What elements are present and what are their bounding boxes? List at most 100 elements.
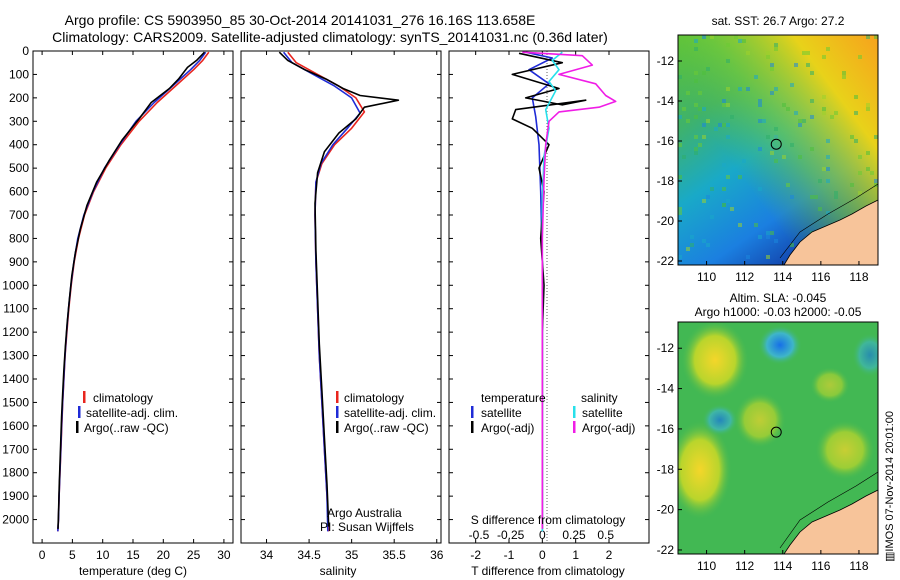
sst-pixel	[770, 151, 774, 155]
sst-pixel	[714, 127, 718, 131]
x-tick-label: 2	[606, 548, 613, 562]
y-tick-label: 1600	[2, 419, 29, 433]
sla-high-anomaly-4	[815, 420, 875, 480]
sst-pixel	[822, 111, 826, 115]
temperature-xlabel: temperature (deg C)	[79, 564, 187, 578]
sst-pixel	[758, 147, 762, 151]
sst-pixel	[694, 115, 698, 119]
sst-pixel	[774, 43, 778, 47]
dleg-swatch-t-argo	[471, 421, 474, 433]
series-line	[511, 52, 587, 529]
sst-pixel	[782, 155, 786, 159]
temperature-y-ticks: 0 100 200 300 400 500 600 700 800 900 1000 1100 1200…	[2, 44, 233, 527]
map-y-tick-label: -20	[657, 214, 675, 228]
sst-pixel	[726, 123, 730, 127]
map-y-tick-label: -14	[657, 382, 675, 396]
sst-pixel	[858, 191, 862, 195]
sst-pixel	[834, 191, 838, 195]
sst-pixel	[766, 255, 770, 259]
sst-pixel	[682, 155, 686, 159]
sst-pixel	[694, 135, 698, 139]
y-tick-label: 1700	[2, 442, 29, 456]
y-tick-label: 0	[22, 44, 29, 58]
sst-pixel	[810, 71, 814, 75]
y-tick-label: 1100	[3, 302, 29, 316]
salinity-legend: climatology satellite-adj. clim. Argo(..…	[336, 391, 436, 435]
sst-pixel	[738, 223, 742, 227]
sst-pixel	[726, 43, 730, 47]
sst-pixel	[694, 147, 698, 151]
sst-pixel	[730, 207, 734, 211]
sst-pixel	[746, 51, 750, 55]
map-x-tick-label: 110	[697, 559, 716, 573]
sst-pixel	[678, 75, 682, 79]
sst-pixel	[822, 95, 826, 99]
sst-pixel	[794, 111, 798, 115]
difference-xlabel: T difference from climatology	[471, 564, 625, 578]
salinity-y-tick-marks	[241, 50, 441, 521]
sal-legend-swatch-satellite	[336, 406, 339, 418]
sst-isobath	[779, 183, 878, 259]
s-diff-tick-label: 0	[539, 528, 546, 542]
s-diff-tick-label: -0.25	[497, 528, 525, 542]
sal-legend-satellite-adj: satellite-adj. clim.	[344, 406, 436, 420]
sst-pixel	[746, 87, 750, 91]
map-x-tick-label: 110	[697, 270, 716, 284]
sst-pixel	[726, 135, 730, 139]
sst-map: sat. SST: 26.7 Argo: 27.2 110 112 114 116 11…	[657, 14, 879, 284]
sst-pixel	[826, 179, 830, 183]
temperature-axes-box	[32, 50, 234, 544]
salinity-panel: 34 34.5 35 35.5 36 salinity climatology sate…	[240, 50, 444, 578]
dleg-swatch-s-argo	[573, 421, 576, 433]
salinity-x-ticks: 34 34.5 35 35.5 36	[260, 51, 444, 562]
y-tick-label: 900	[9, 255, 29, 269]
sst-pixel	[842, 71, 846, 75]
map-x-tick-label: 112	[735, 559, 754, 573]
sst-pixel	[702, 135, 706, 139]
sst-pixel	[758, 103, 762, 107]
sst-pixel	[702, 71, 706, 75]
sla-low-anomaly-3	[852, 333, 878, 377]
sst-pixel	[826, 167, 830, 171]
sst-pixel	[698, 143, 702, 147]
sla-low-anomaly-1	[758, 325, 802, 365]
sla-isobath	[779, 471, 878, 549]
sst-pixel	[698, 91, 702, 95]
sst-pixel	[802, 119, 806, 123]
y-tick-label: 100	[9, 67, 29, 81]
difference-panel: -2 -1 0 1 2 -0.5 -0.25 0 0.25 0.5 T difference f…	[448, 50, 650, 578]
sst-pixel	[850, 183, 854, 187]
sst-pixel	[758, 119, 762, 123]
x-tick-label: -1	[504, 548, 515, 562]
sst-pixel	[810, 147, 814, 151]
map-y-tick-label: -22	[657, 254, 675, 268]
sla-high-anomaly-3	[734, 392, 786, 448]
legend-swatch-argo	[76, 421, 79, 433]
sst-pixel	[786, 183, 790, 187]
sst-pixel	[810, 115, 814, 119]
sst-pixel	[686, 247, 690, 251]
legend-swatch-satellite	[78, 406, 81, 418]
sst-pixel	[834, 195, 838, 199]
sst-pixel	[722, 163, 726, 167]
sst-pixel	[686, 119, 690, 123]
dleg-temperature: temperature	[481, 391, 546, 405]
sst-pixel	[702, 107, 706, 111]
sst-pixel	[702, 199, 706, 203]
y-tick-label: 200	[9, 91, 29, 105]
difference-xlabel-top: S difference from climatology	[471, 513, 626, 527]
x-tick-label: 30	[217, 548, 231, 562]
dleg-s-satellite: satellite	[582, 406, 623, 420]
annotation-argo-australia: Argo Australia	[327, 506, 402, 520]
s-diff-tick-label: -0.5	[469, 528, 490, 542]
sst-pixel	[798, 123, 802, 127]
title-line1: Argo profile: CS 5903950_85 30-Oct-2014 …	[65, 12, 536, 28]
sst-pixel	[774, 87, 778, 91]
sst-pixel	[702, 35, 706, 39]
sst-pixel	[694, 39, 698, 43]
sst-pixel	[842, 75, 846, 79]
salinity-series	[278, 51, 400, 532]
sst-pixel	[678, 175, 682, 179]
series-line	[522, 51, 617, 529]
sst-pixel	[858, 55, 862, 59]
